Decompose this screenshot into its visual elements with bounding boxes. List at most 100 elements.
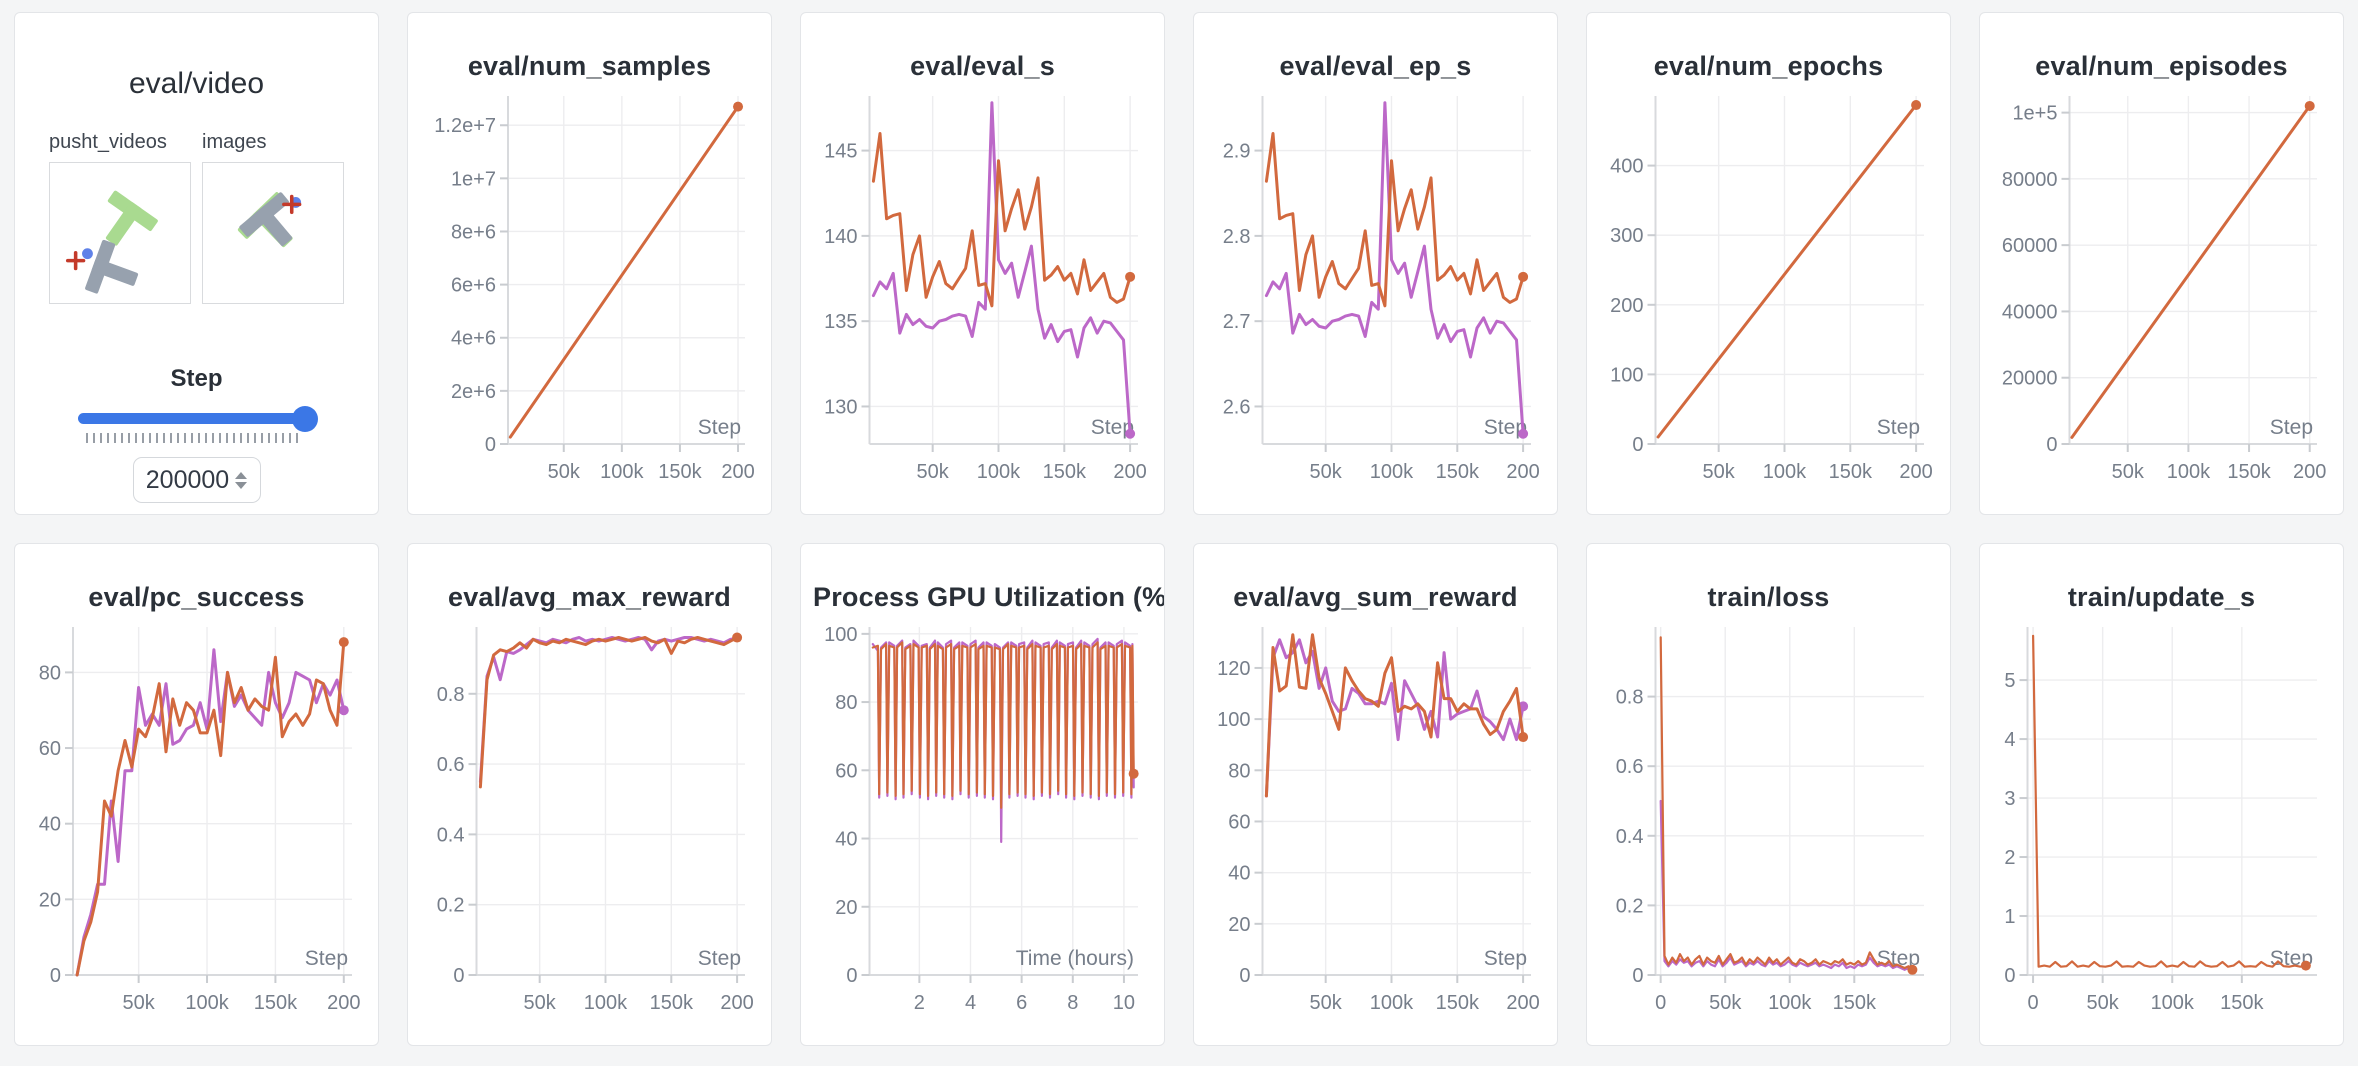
chart-canvas[interactable]: 2.6 2.7 2.8 2.9 50k 100k 150k 200 Step (1207, 88, 1545, 496)
svg-text:80: 80 (835, 692, 857, 714)
svg-text:100k: 100k (1369, 992, 1413, 1014)
svg-text:0: 0 (1632, 434, 1643, 456)
media-row: pusht_videos image (27, 131, 366, 309)
chart-title: eval/eval_s (910, 51, 1055, 81)
chart-canvas[interactable]: 0 20 40 60 80 100 2 4 6 8 10 Time (hours) (814, 619, 1152, 1027)
svg-text:0: 0 (49, 965, 60, 987)
svg-text:100k: 100k (1768, 992, 1812, 1014)
goal-cross-icon (65, 250, 86, 271)
panel-eval-pc-success: eval/pc_success 0 20 40 60 80 50k 100k 150k 200 S… (14, 543, 379, 1046)
panel-gpu-utilization: Process GPU Utilization (%) 0 20 40 60 80 100… (800, 543, 1165, 1046)
svg-text:1: 1 (2004, 906, 2015, 928)
svg-text:60: 60 (1228, 811, 1250, 833)
svg-text:150k: 150k (2220, 992, 2264, 1014)
svg-text:4: 4 (2004, 729, 2015, 751)
chart-canvas[interactable]: 0 0.2 0.4 0.6 0.8 50k 100k 150k 200 Step (421, 619, 759, 1027)
svg-text:Step: Step (1483, 947, 1526, 970)
svg-text:Step: Step (1090, 416, 1133, 439)
chart-title: eval/pc_success (88, 582, 305, 612)
svg-text:400: 400 (1610, 156, 1643, 178)
svg-text:0.6: 0.6 (436, 754, 464, 776)
svg-text:100k: 100k (583, 992, 627, 1014)
panel-eval-video: eval/video pusht_videos (14, 12, 379, 515)
step-number-input[interactable]: 200000 (132, 457, 261, 503)
stepper-down-icon[interactable] (235, 481, 248, 489)
svg-text:Time (hours): Time (hours) (1015, 947, 1133, 970)
svg-text:2.8: 2.8 (1222, 226, 1250, 248)
svg-text:2: 2 (2004, 847, 2015, 869)
svg-text:50k: 50k (1709, 992, 1742, 1014)
chart-canvas[interactable]: 0 20 40 60 80 50k 100k 150k 200 Step (28, 619, 366, 1027)
pusht-videos-thumbnail[interactable] (49, 162, 191, 304)
chart-canvas[interactable]: 130 135 140 145 50k 100k 150k 200 Step (814, 88, 1152, 496)
media-item-images: images (202, 131, 344, 309)
svg-text:80: 80 (38, 662, 60, 684)
svg-text:0: 0 (484, 434, 495, 456)
agent-dot (82, 248, 93, 260)
svg-text:6: 6 (1016, 992, 1027, 1014)
svg-text:2.6: 2.6 (1222, 396, 1250, 418)
svg-text:50k: 50k (2086, 992, 2119, 1014)
svg-text:100k: 100k (600, 461, 644, 483)
panel-eval-num-episodes: eval/num_episodes 0 20000 40000 60000 80000 1… (1979, 12, 2344, 515)
gray-t-shape (85, 239, 139, 294)
svg-text:40000: 40000 (2001, 301, 2057, 323)
media-item-pusht-videos: pusht_videos (49, 131, 191, 309)
svg-text:1.2e+7: 1.2e+7 (434, 115, 496, 137)
step-slider-ticks (85, 433, 300, 443)
step-slider-thumb[interactable] (291, 406, 318, 432)
svg-text:0: 0 (2046, 434, 2057, 456)
step-slider[interactable] (77, 406, 318, 447)
svg-text:130: 130 (824, 396, 857, 418)
chart-canvas[interactable]: 0 100 200 300 400 50k 100k 150k 200 Step (1600, 88, 1938, 496)
svg-text:100k: 100k (2150, 992, 2194, 1014)
svg-text:145: 145 (824, 141, 857, 163)
svg-text:0.4: 0.4 (1615, 826, 1643, 848)
svg-text:120: 120 (1217, 658, 1250, 680)
svg-text:60000: 60000 (2001, 235, 2057, 257)
svg-text:50k: 50k (523, 992, 556, 1014)
step-slider-track[interactable] (77, 413, 316, 424)
svg-text:4: 4 (964, 992, 975, 1014)
svg-text:4e+6: 4e+6 (450, 328, 495, 350)
svg-text:Step: Step (1876, 416, 1919, 439)
svg-text:2.7: 2.7 (1222, 311, 1250, 333)
stepper-up-icon[interactable] (235, 471, 248, 479)
svg-text:200: 200 (1899, 461, 1932, 483)
panel-eval-num-samples: eval/num_samples 0 2e+6 4e+6 6e+6 8e+6 1e+7 1.… (407, 12, 772, 515)
svg-text:40: 40 (835, 829, 857, 851)
svg-text:150k: 150k (658, 461, 702, 483)
svg-text:200: 200 (1506, 992, 1539, 1014)
svg-text:20: 20 (38, 889, 60, 911)
svg-text:0: 0 (2004, 965, 2015, 987)
chart-title: eval/avg_sum_reward (1233, 582, 1518, 612)
svg-text:40: 40 (38, 814, 60, 836)
panel-eval-avg-sum-reward: eval/avg_sum_reward 0 20 40 60 80 100 120 50k 10… (1193, 543, 1558, 1046)
svg-text:0: 0 (1239, 965, 1250, 987)
images-thumbnail[interactable] (202, 162, 344, 304)
chart-title: eval/eval_ep_s (1279, 51, 1472, 81)
svg-text:200: 200 (1610, 295, 1643, 317)
step-slider-label: Step (170, 365, 223, 392)
svg-text:100: 100 (1610, 364, 1643, 386)
svg-text:150k: 150k (2227, 461, 2271, 483)
svg-text:200: 200 (2293, 461, 2326, 483)
chart-canvas[interactable]: 0 20 40 60 80 100 120 50k 100k 150k 200 Step (1207, 619, 1545, 1027)
svg-text:40: 40 (1228, 863, 1250, 885)
svg-text:0: 0 (2027, 992, 2038, 1014)
chart-canvas[interactable]: 0 2e+6 4e+6 6e+6 8e+6 1e+7 1.2e+7 50k 100k 150k 20… (421, 88, 759, 496)
svg-text:135: 135 (824, 311, 857, 333)
svg-text:150k: 150k (1832, 992, 1876, 1014)
svg-text:140: 140 (824, 226, 857, 248)
step-value[interactable]: 200000 (145, 465, 230, 494)
svg-text:100: 100 (1217, 709, 1250, 731)
chart-canvas[interactable]: 0 20000 40000 60000 80000 1e+5 50k 100k 150k 200 S… (1993, 88, 2331, 496)
svg-text:200: 200 (327, 992, 360, 1014)
media-panel-title: eval/video (128, 67, 265, 100)
svg-text:0: 0 (1655, 992, 1666, 1014)
svg-text:5: 5 (2004, 670, 2015, 692)
svg-text:150k: 150k (1435, 992, 1479, 1014)
svg-text:150k: 150k (1828, 461, 1872, 483)
